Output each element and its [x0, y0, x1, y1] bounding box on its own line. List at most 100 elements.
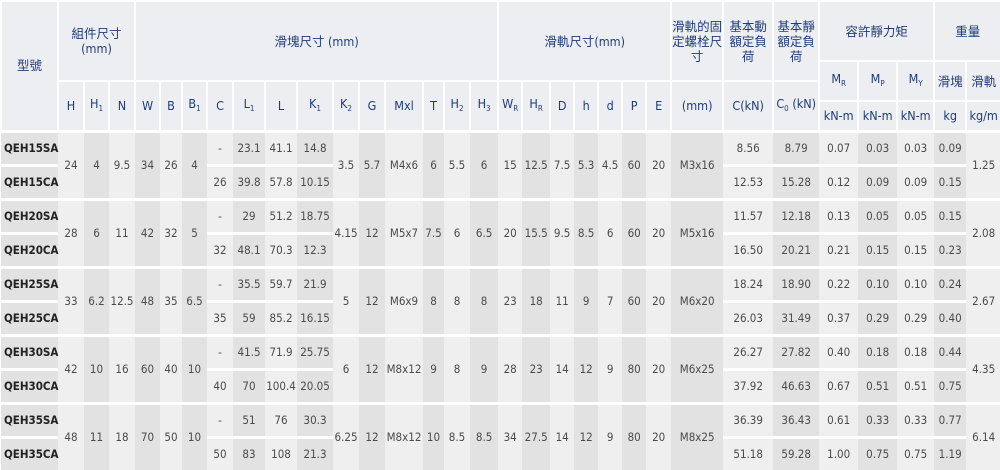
column-header-sub: 2	[458, 103, 464, 113]
cell-w: 34	[135, 129, 161, 199]
cell-t: 7.5	[423, 197, 445, 267]
table-row: QEH15SA 24 4 9.5 34 26 4-23.1 41.1 14.8 3.5 5.7 M4x…	[1, 129, 1000, 199]
cell-k1: 21.9	[297, 265, 334, 303]
column-header: B1	[181, 80, 209, 132]
cell-k2: 4.15	[333, 197, 360, 267]
moment-column-header-sub: P	[880, 79, 885, 88]
cell-k1: 18.75	[297, 197, 334, 235]
model-cell: QEH15CA	[1, 165, 59, 199]
cell-w: 70	[135, 401, 161, 470]
cell-p: 60	[622, 197, 647, 267]
cell-bolt: M8x25	[671, 401, 724, 470]
column-header-main: C	[776, 95, 785, 111]
cell-d: 4.5	[598, 129, 623, 199]
cell-l: 108	[265, 437, 298, 470]
column-header-main: E	[655, 98, 663, 114]
column-header-main: L	[277, 98, 285, 114]
cell-l: 59.7	[265, 265, 298, 303]
cell-k1: 30.3	[297, 401, 334, 439]
cell-c0: 15.28	[773, 165, 820, 199]
cell-w: 48	[135, 265, 161, 335]
model-cell: QEH15SA	[1, 129, 58, 167]
cell-g: 12	[359, 265, 386, 335]
cell-g: 12	[359, 197, 386, 267]
column-header: WR	[497, 80, 524, 132]
cell-mr: 0.22	[819, 265, 859, 303]
moment-unit: kN-m	[818, 100, 860, 132]
cell-mr: 0.40	[819, 333, 859, 371]
column-header: N	[107, 80, 137, 132]
cell-mr: 0.37	[819, 301, 859, 335]
cell-my: 0.09	[897, 165, 935, 199]
weight-column-header: 滑軌	[965, 60, 1000, 102]
cell-mxl: M8x12	[385, 333, 424, 403]
cell-mr: 0.61	[819, 401, 859, 439]
column-header-main: G	[367, 98, 377, 114]
rail-bolt-size-header: 滑軌的固定螺栓尺寸	[670, 0, 725, 82]
cell-l1: 70	[233, 369, 266, 403]
column-header-main: C(kN)	[732, 98, 764, 114]
cell-b1: 10	[182, 333, 208, 403]
cell-bolt: M6x25	[671, 333, 724, 403]
column-header: L	[264, 80, 299, 132]
cell-l: 70.3	[265, 233, 298, 267]
column-header-main: P	[630, 98, 638, 114]
cell-l1: 51	[233, 401, 266, 439]
table-body: QEH15SA 24 4 9.5 34 26 4-23.1 41.1 14.8 3.5 5.7 M4x…	[1, 129, 1000, 470]
cell-c: 32	[207, 233, 234, 267]
cell-c0: 31.49	[773, 301, 820, 335]
cell-l: 85.2	[265, 301, 298, 335]
cell-cdyn: 26.27	[723, 333, 774, 371]
cell-d: 6	[598, 197, 623, 267]
cell-b1: 4	[182, 129, 208, 199]
moment-column-header: MY	[896, 60, 936, 102]
cell-w: 42	[135, 197, 161, 267]
cell-n: 16	[109, 333, 136, 403]
cell-b1: 6.5	[182, 265, 208, 335]
column-header-main: W	[502, 95, 514, 111]
cell-kg: 0.15	[934, 165, 967, 199]
table-row: QEH35SA 48 11 18 70 50 10-51 76 30.3 6.25 12 M8x12 1…	[1, 401, 1000, 470]
cell-kg: 0.75	[934, 369, 967, 403]
cell-l: 57.8	[265, 165, 298, 199]
cell-l1: 59	[233, 301, 266, 335]
column-header: C	[206, 80, 235, 132]
column-header: T	[422, 80, 446, 132]
column-header-sub: 0	[784, 103, 789, 113]
column-header-main: D	[557, 98, 567, 114]
cell-h2: 8	[444, 333, 471, 403]
cell-cdyn: 51.18	[723, 437, 774, 470]
column-header: P	[621, 80, 648, 132]
table-row: QEH20CA 32 48.1 70.3 12.3 16.50 20.21 0.21 0.15 0…	[1, 233, 1000, 267]
cell-wr: 15	[498, 129, 523, 199]
cell-l: 100.4	[265, 369, 298, 403]
cell-c0: 12.18	[773, 197, 820, 235]
cell-rail_kg_m: 2.08	[966, 197, 1000, 267]
cell-k1: 14.8	[297, 129, 334, 167]
cell-k1: 21.3	[297, 437, 334, 470]
cell-l1: 35.5	[233, 265, 266, 303]
column-header-main: C	[216, 98, 224, 114]
table-row: QEH25SA 33 6.2 12.5 48 35 6.5-35.5 59.7 21.9 5 12 M…	[1, 265, 1000, 335]
cell-d: 14	[550, 401, 575, 470]
cell-bolt: M5x16	[671, 197, 724, 267]
cell-hr: 12.5	[522, 129, 551, 199]
table-row: QEH30SA 42 10 16 60 40 10-41.5 71.9 25.75 6 12 M8x1…	[1, 333, 1000, 403]
cell-c: -	[207, 197, 234, 235]
cell-mp: 0.10	[858, 265, 898, 303]
cell-b: 35	[160, 265, 183, 335]
cell-c: 40	[207, 369, 234, 403]
cell-cdyn: 26.03	[723, 301, 774, 335]
cell-hr: 23	[522, 333, 551, 403]
model-header: 型號	[0, 0, 59, 132]
cell-d: 9.5	[550, 197, 575, 267]
cell-p: 60	[622, 265, 647, 335]
cell-rail_kg_m: 4.35	[966, 333, 1000, 403]
cell-h: 33	[58, 265, 84, 335]
cell-h2: 8	[444, 265, 471, 335]
cell-mp: 0.03	[858, 129, 898, 167]
cell-n: 11	[109, 197, 136, 267]
moment-column-header-sub: Y	[918, 79, 923, 88]
column-header: H2	[443, 80, 472, 132]
moment-unit: kN-m	[857, 100, 899, 132]
